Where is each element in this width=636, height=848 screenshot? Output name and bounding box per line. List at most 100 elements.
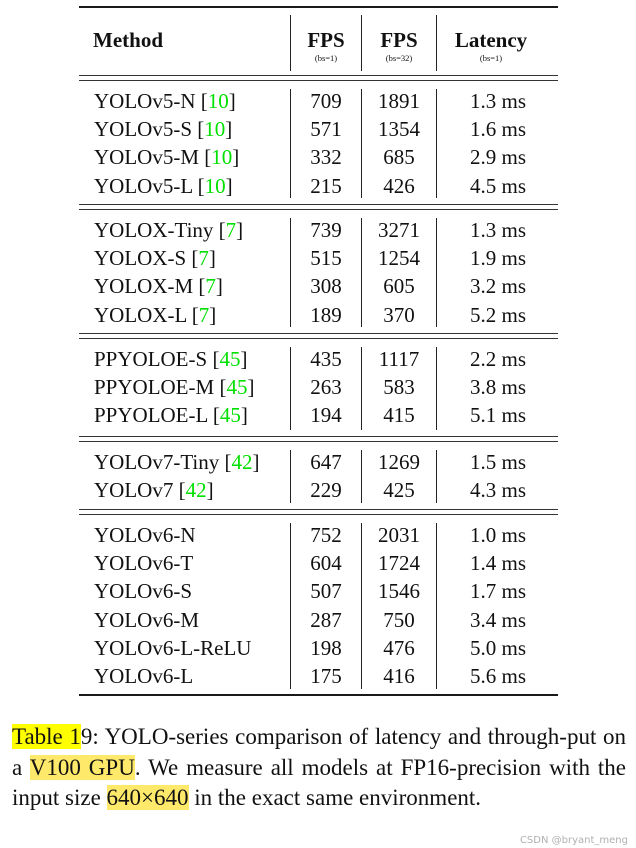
citation-link[interactable]: 7 [225, 218, 237, 242]
fps-bs1-cell: 229 [310, 478, 342, 503]
citation-link[interactable]: 45 [219, 347, 241, 371]
column-divider [361, 218, 363, 327]
latency-cell: 3.2 ms [469, 274, 526, 299]
method-cell: YOLOX-M [7] [94, 274, 223, 299]
column-divider [290, 89, 292, 198]
fps-bs1-cell: 435 [310, 347, 342, 371]
fps-bs1-cell: 287 [310, 607, 342, 632]
method-name: PPYOLOE-S [94, 347, 208, 371]
fps-bs1-cell: 571 [310, 117, 342, 142]
citation-link[interactable]: 10 [211, 145, 233, 170]
header-latency-sub: (bs=1) [479, 53, 503, 63]
citation-link[interactable]: 10 [204, 173, 226, 198]
fps-bs1-cell: 189 [310, 302, 342, 327]
fps-bs1-cell: 647 [310, 450, 342, 474]
method-cell: YOLOX-Tiny [7] [94, 218, 244, 242]
latency-cell: 3.8 ms [469, 375, 526, 400]
citation-link[interactable]: 45 [219, 403, 241, 428]
caption-text-3: in the exact same environment. [188, 785, 482, 810]
bottom-rule [79, 694, 558, 696]
table-caption: Table 19: YOLO-series comparison of late… [12, 722, 626, 814]
fps-bs32-cell: 425 [383, 478, 415, 503]
method-cell: YOLOv6-N [94, 521, 195, 549]
method-name: YOLOv6-S [94, 579, 192, 604]
method-name: YOLOv6-L [94, 664, 194, 688]
fps-bs32-cell: 1546 [378, 579, 420, 604]
method-cell: YOLOv7 [42] [94, 478, 214, 503]
latency-cell: 1.4 ms [469, 551, 526, 576]
column-divider [290, 347, 292, 430]
column-divider [436, 15, 438, 71]
fps-bs32-cell: 416 [383, 664, 415, 688]
fps-bs1-cell: 308 [310, 274, 342, 299]
latency-cell: 1.6 ms [469, 117, 526, 142]
fps-bs1-cell: 175 [310, 664, 342, 688]
citation-link[interactable]: 7 [205, 274, 216, 299]
latency-cell: 5.6 ms [469, 664, 526, 688]
method-name: YOLOv6-N [94, 523, 196, 547]
method-cell: YOLOX-L [7] [94, 302, 217, 327]
latency-cell: 1.9 ms [469, 246, 526, 271]
column-divider [361, 89, 363, 198]
caption-text-2: . We measure all models at FP16-precisio… [12, 754, 627, 811]
method-cell: YOLOv6-L-ReLU [94, 634, 251, 662]
latency-cell: 5.1 ms [469, 403, 526, 428]
header-method: Method [93, 28, 163, 52]
method-cell: YOLOv6-L [94, 662, 193, 690]
fps-bs1-cell: 709 [310, 89, 342, 113]
method-cell: YOLOv5-L [10] [94, 173, 233, 198]
group-separator [79, 204, 558, 210]
method-cell: YOLOv5-S [10] [94, 117, 233, 142]
citation-link[interactable]: 45 [226, 375, 248, 400]
fps-bs1-cell: 332 [310, 145, 342, 170]
citation-link[interactable]: 42 [185, 478, 207, 503]
citation-link[interactable]: 42 [231, 450, 253, 474]
column-divider [436, 89, 438, 198]
column-divider [361, 523, 363, 689]
fps-bs32-cell: 2031 [378, 523, 420, 547]
fps-bs1-cell: 198 [310, 635, 342, 660]
method-cell: YOLOv6-M [94, 606, 199, 634]
method-name: YOLOv7-Tiny [94, 450, 220, 474]
method-cell: YOLOX-S [7] [94, 246, 216, 271]
fps-bs1-cell: 752 [310, 523, 342, 547]
fps-bs32-cell: 583 [383, 375, 415, 400]
method-name: YOLOX-M [94, 274, 194, 299]
method-cell: PPYOLOE-M [45] [94, 375, 255, 400]
caption-text-1: 9: YOLO-series comparison of latency and… [12, 724, 626, 780]
column-divider [436, 347, 438, 430]
citation-link[interactable]: 7 [198, 302, 210, 327]
column-divider [290, 218, 292, 327]
method-name: YOLOX-L [94, 302, 187, 327]
column-divider [436, 523, 438, 689]
method-cell: YOLOv7-Tiny [42] [94, 450, 260, 474]
fps-bs32-cell: 1254 [378, 246, 420, 271]
method-name: YOLOv6-M [94, 607, 199, 632]
fps-bs32-cell: 476 [383, 635, 415, 660]
fps-bs1-cell: 507 [310, 579, 342, 604]
caption-highlight-gpu: V100 GPU [29, 754, 135, 780]
column-divider [361, 15, 363, 71]
watermark: CSDN @bryant_meng [519, 835, 628, 846]
latency-cell: 5.2 ms [469, 302, 526, 327]
citation-link[interactable]: 10 [207, 89, 229, 113]
header-fps-bs32: FPS [380, 28, 418, 52]
citation-link[interactable]: 10 [204, 117, 226, 142]
caption-highlight-input-size: 640×640 [106, 785, 189, 810]
method-name: PPYOLOE-L [94, 403, 208, 428]
fps-bs32-cell: 1354 [378, 117, 420, 142]
fps-bs32-cell: 370 [383, 302, 415, 327]
header-fps-bs32-sub: (bs=32) [385, 53, 413, 63]
method-cell: YOLOv5-N [10] [94, 89, 236, 113]
method-name: YOLOv5-S [94, 117, 192, 142]
method-cell: YOLOv5-M [10] [94, 145, 240, 170]
method-name: YOLOv5-N [94, 89, 196, 113]
fps-bs1-cell: 604 [310, 551, 342, 576]
group-separator [79, 75, 558, 81]
citation-link[interactable]: 7 [198, 246, 209, 271]
column-divider [361, 450, 363, 503]
fps-bs32-cell: 750 [383, 607, 415, 632]
column-divider [436, 450, 438, 503]
column-divider [290, 15, 292, 71]
fps-bs32-cell: 1724 [378, 551, 420, 576]
